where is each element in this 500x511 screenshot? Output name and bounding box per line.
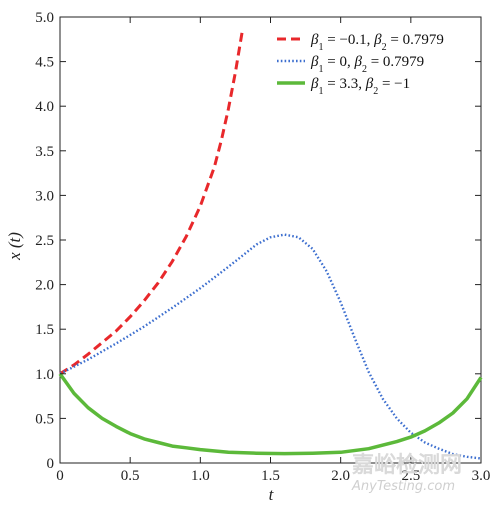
series-line-2 bbox=[59, 233, 482, 460]
y-tick-label: 2.0 bbox=[35, 278, 54, 294]
x-tick-label: 0.5 bbox=[121, 468, 140, 484]
x-tick-label: 2.0 bbox=[331, 468, 350, 484]
legend-label-3: β1 = 3.3, β2 = −1 bbox=[310, 76, 410, 97]
x-axis-title: t bbox=[269, 485, 275, 504]
axes-layer: 0 0.5 1.0 1.5 2.0 2.5 3.0 0 0.5 1.0 1.5 2.0 2.5 3.0 3.… bbox=[35, 10, 490, 484]
watermark: 嘉峪检测网 AnyTesting.com bbox=[351, 452, 462, 494]
x-tick-label: 1.5 bbox=[261, 468, 280, 484]
y-tick-label: 0 bbox=[47, 456, 55, 472]
watermark-english-text: AnyTesting.com bbox=[351, 479, 455, 494]
x-tick-label: 1.0 bbox=[191, 468, 210, 484]
y-tick-label: 3.0 bbox=[35, 188, 54, 204]
y-tick-label: 4.0 bbox=[35, 99, 54, 115]
y-tick-label: 1.0 bbox=[35, 367, 54, 383]
y-tick-label: 5.0 bbox=[35, 10, 54, 26]
plot-area bbox=[59, 16, 482, 464]
plot-frame bbox=[59, 16, 482, 464]
y-tick-label: 4.5 bbox=[35, 55, 54, 71]
y-tick-label: 0.5 bbox=[35, 411, 54, 427]
legend-label-1: β1 = −0.1, β2 = 0.7979 bbox=[310, 32, 444, 53]
y-tick-label: 2.5 bbox=[35, 233, 54, 249]
series-line-3 bbox=[58, 372, 483, 456]
series-line-1 bbox=[59, 30, 244, 376]
x-tick-label: 0 bbox=[56, 468, 64, 484]
y-axis-title: x (t) bbox=[5, 232, 24, 261]
x-tick-label: 3.0 bbox=[472, 468, 491, 484]
legend-label-2: β1 = 0, β2 = 0.7979 bbox=[310, 54, 424, 75]
y-tick-label: 3.5 bbox=[35, 144, 54, 160]
series-layer bbox=[58, 30, 483, 460]
x-tick-label: 2.5 bbox=[401, 468, 420, 484]
y-tick-label: 1.5 bbox=[35, 322, 54, 338]
watermark-chinese-text: 嘉峪检测网 bbox=[352, 452, 462, 478]
